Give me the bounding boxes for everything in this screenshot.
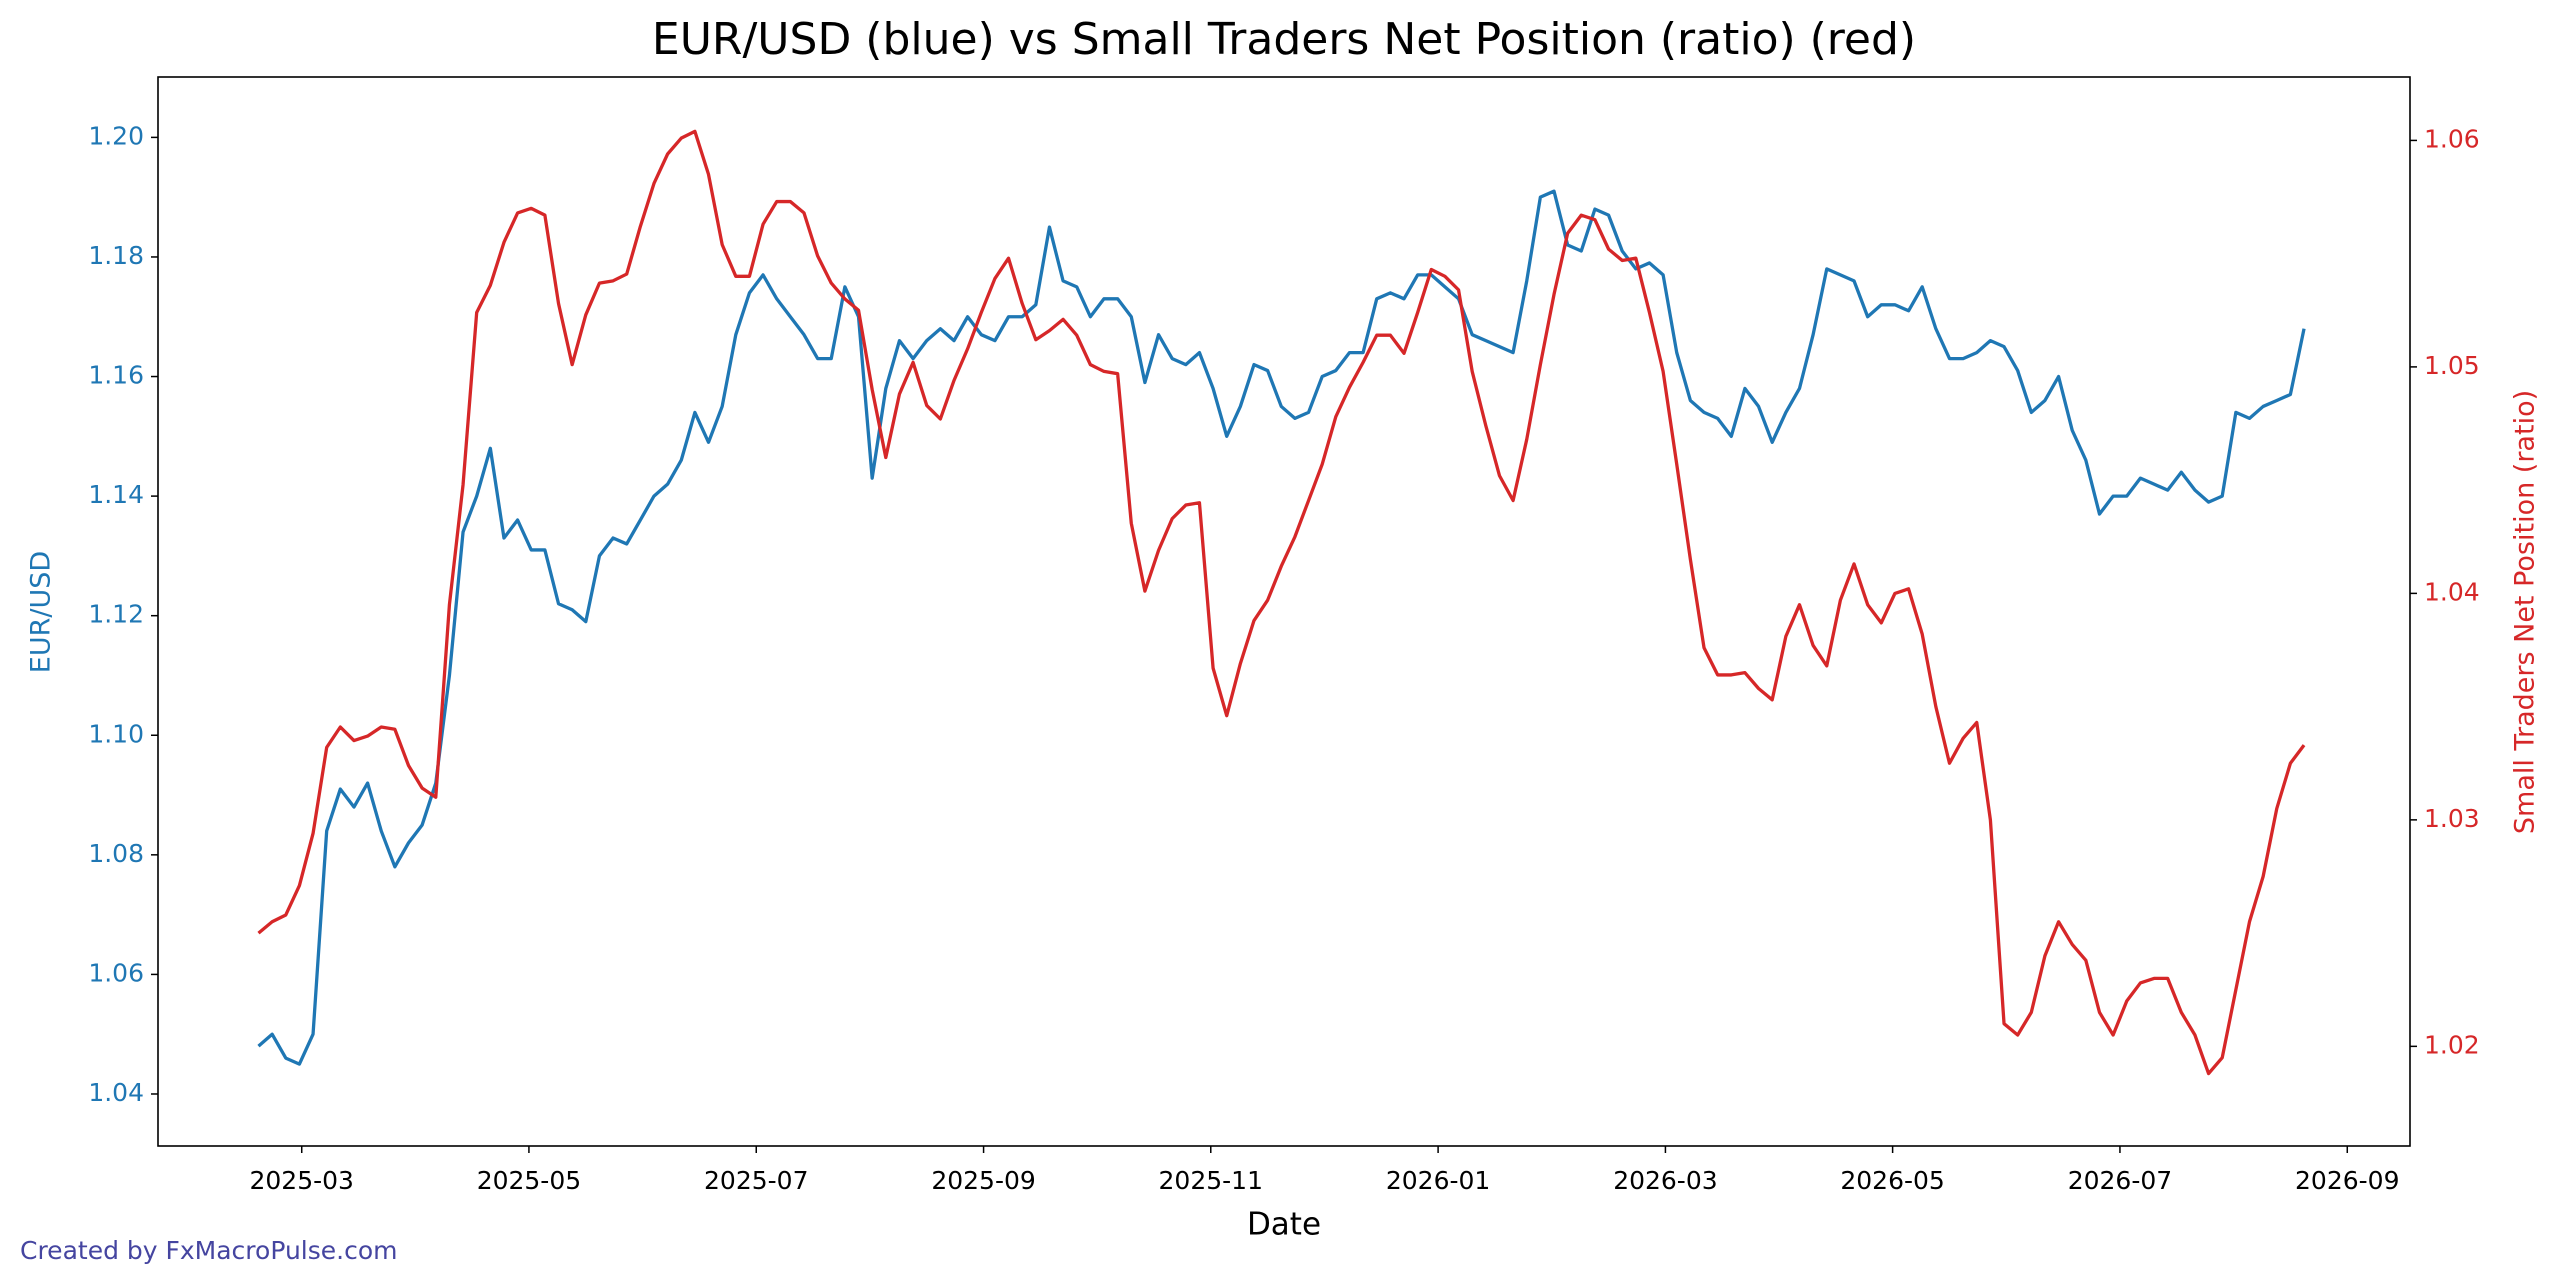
x-tick-label: 2026-09 xyxy=(2295,1166,2399,1195)
x-tick-label: 2026-01 xyxy=(1386,1166,1490,1195)
x-tick-label: 2025-03 xyxy=(249,1166,353,1195)
y-tick-label: 1.14 xyxy=(88,480,144,509)
y-tick-label: 1.10 xyxy=(88,719,144,748)
y-tick-label: 1.20 xyxy=(88,121,144,150)
series-line xyxy=(257,189,2306,1066)
y2-axis-label: Small Traders Net Position (ratio) xyxy=(2510,390,2541,834)
y-tick-label: 1.12 xyxy=(88,600,144,629)
credit: Created by FxMacroPulse.com xyxy=(20,1236,398,1265)
chart-title: EUR/USD (blue) vs Small Traders Net Posi… xyxy=(652,14,1916,65)
y2-tick-label: 1.06 xyxy=(2424,124,2480,153)
y-tick-label: 1.16 xyxy=(88,361,144,390)
x-tick-label: 2025-11 xyxy=(1159,1166,1263,1195)
y-tick-label: 1.04 xyxy=(88,1078,144,1107)
x-tick-label: 2026-07 xyxy=(2068,1166,2172,1195)
series-line xyxy=(257,129,2306,1076)
x-tick-label: 2025-07 xyxy=(704,1166,808,1195)
plot-frame xyxy=(157,76,2411,1147)
x-tick-label: 2026-03 xyxy=(1613,1166,1717,1195)
y2-tick-label: 1.04 xyxy=(2424,577,2480,606)
y-tick-label: 1.18 xyxy=(88,241,144,270)
y-axis-label: EUR/USD xyxy=(26,551,57,673)
y-tick-label: 1.06 xyxy=(88,958,144,987)
y2-tick-label: 1.03 xyxy=(2424,804,2480,833)
x-tick-label: 2025-05 xyxy=(477,1166,581,1195)
y2-tick-label: 1.02 xyxy=(2424,1030,2480,1059)
y2-tick-label: 1.05 xyxy=(2424,351,2480,380)
x-axis-label: Date xyxy=(1247,1207,1321,1243)
x-tick-label: 2026-05 xyxy=(1840,1166,1944,1195)
y-tick-label: 1.08 xyxy=(88,839,144,868)
x-tick-label: 2025-09 xyxy=(931,1166,1035,1195)
